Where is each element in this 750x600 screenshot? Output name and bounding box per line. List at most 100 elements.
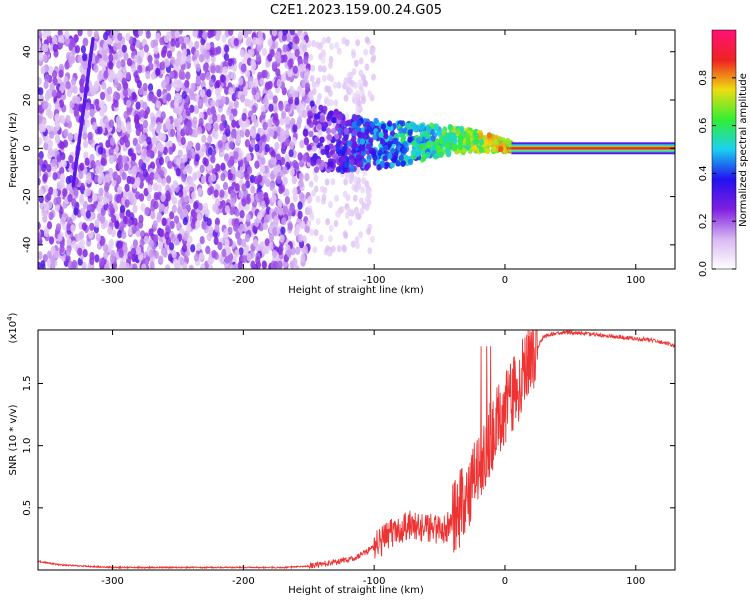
heat-cell	[121, 172, 127, 181]
heat-cell	[142, 101, 148, 111]
heat-cell	[101, 60, 107, 70]
heat-cell	[147, 54, 153, 64]
heat-cell	[366, 227, 371, 235]
heat-cell	[229, 206, 235, 216]
heat-cell	[400, 160, 406, 167]
heat-cell	[282, 166, 288, 175]
heat-cell	[309, 100, 315, 107]
heat-cell	[227, 172, 233, 181]
heat-cell	[108, 147, 114, 157]
spectrogram-x-axis: -300 -200 -100 0 100	[101, 30, 645, 286]
heat-cell	[245, 213, 251, 223]
heat-cell	[138, 214, 144, 224]
heat-cell	[120, 59, 126, 68]
heat-cell	[270, 156, 276, 165]
heat-cell	[267, 38, 273, 47]
heat-cell	[196, 242, 202, 252]
heat-cell	[164, 231, 170, 241]
heat-cell	[230, 130, 236, 139]
heat-cell	[136, 79, 142, 89]
heat-cell	[370, 47, 375, 55]
heat-cell	[72, 95, 78, 104]
heat-cell	[38, 87, 44, 96]
heat-cell	[245, 98, 251, 108]
heat-cell	[149, 261, 155, 269]
heat-cell	[213, 123, 219, 132]
heat-cell	[478, 146, 484, 153]
heat-cell	[288, 85, 295, 95]
heat-cell	[42, 254, 48, 263]
heat-cell	[316, 158, 322, 165]
heat-cell	[124, 183, 130, 192]
heat-cell	[290, 117, 296, 127]
heat-cell	[294, 48, 300, 58]
heat-cell	[143, 44, 149, 53]
heat-cell	[457, 143, 464, 151]
heat-cell	[85, 210, 91, 219]
heat-cell	[359, 138, 366, 145]
heat-cell	[328, 56, 334, 64]
heat-cell	[328, 161, 334, 168]
heat-cell	[113, 79, 119, 89]
heat-cell	[71, 240, 77, 249]
heat-cell	[352, 92, 358, 101]
heat-cell	[346, 140, 352, 147]
heat-cell	[321, 65, 327, 73]
heat-cell	[59, 141, 65, 150]
heat-cell	[107, 226, 113, 235]
heat-cell	[92, 193, 98, 202]
heat-cell	[81, 222, 87, 231]
heat-cell	[244, 233, 250, 243]
heat-cell	[102, 196, 108, 205]
heat-cell	[158, 156, 164, 166]
heat-cell	[498, 145, 504, 153]
colorbar-ticks: 0.0 0.2 0.4 0.6 0.8	[698, 70, 736, 277]
heat-cell	[245, 69, 251, 79]
heat-cell	[101, 81, 107, 90]
heat-cell	[341, 37, 347, 45]
heat-cell	[61, 159, 67, 168]
heat-cell	[117, 70, 123, 79]
heat-cell	[308, 130, 314, 137]
heat-cell	[438, 137, 444, 145]
heat-cell	[334, 42, 340, 50]
heat-cell	[108, 202, 114, 212]
heat-cell	[148, 92, 154, 102]
heat-cell	[248, 80, 254, 90]
x-tick-label: -200	[232, 576, 255, 587]
y-tick-label: 1.0	[22, 438, 33, 454]
heat-cell	[261, 134, 267, 143]
heat-cell	[329, 99, 334, 107]
heat-cell	[104, 182, 110, 191]
heat-cell	[356, 183, 362, 191]
heat-cell	[99, 215, 105, 224]
heat-cell	[43, 43, 49, 53]
heat-cell	[311, 40, 317, 48]
heat-cell	[247, 166, 253, 175]
heat-cell	[326, 73, 332, 81]
heat-cell	[221, 248, 227, 258]
heat-cell	[330, 178, 336, 186]
heat-cell	[299, 139, 305, 149]
heat-cell	[315, 98, 321, 106]
heat-cell	[197, 126, 203, 135]
heat-cell	[346, 148, 353, 156]
heat-cell	[271, 249, 278, 258]
heat-cell	[127, 148, 133, 157]
heat-cell	[364, 128, 370, 135]
heat-cell	[124, 139, 131, 148]
heat-cell	[309, 229, 314, 237]
heat-cell	[252, 37, 258, 46]
heat-cell	[241, 198, 247, 207]
heat-cell	[49, 130, 55, 139]
heat-cell	[197, 202, 203, 212]
heat-cell	[268, 103, 274, 113]
colorbar-tick-label: 0.4	[698, 165, 709, 181]
heat-cell	[206, 89, 212, 98]
heat-cell	[173, 237, 179, 246]
heat-cell	[259, 241, 265, 250]
heat-cell	[147, 83, 154, 92]
heat-cell	[237, 31, 243, 40]
heat-cell	[297, 210, 303, 220]
heat-cell	[156, 142, 162, 152]
